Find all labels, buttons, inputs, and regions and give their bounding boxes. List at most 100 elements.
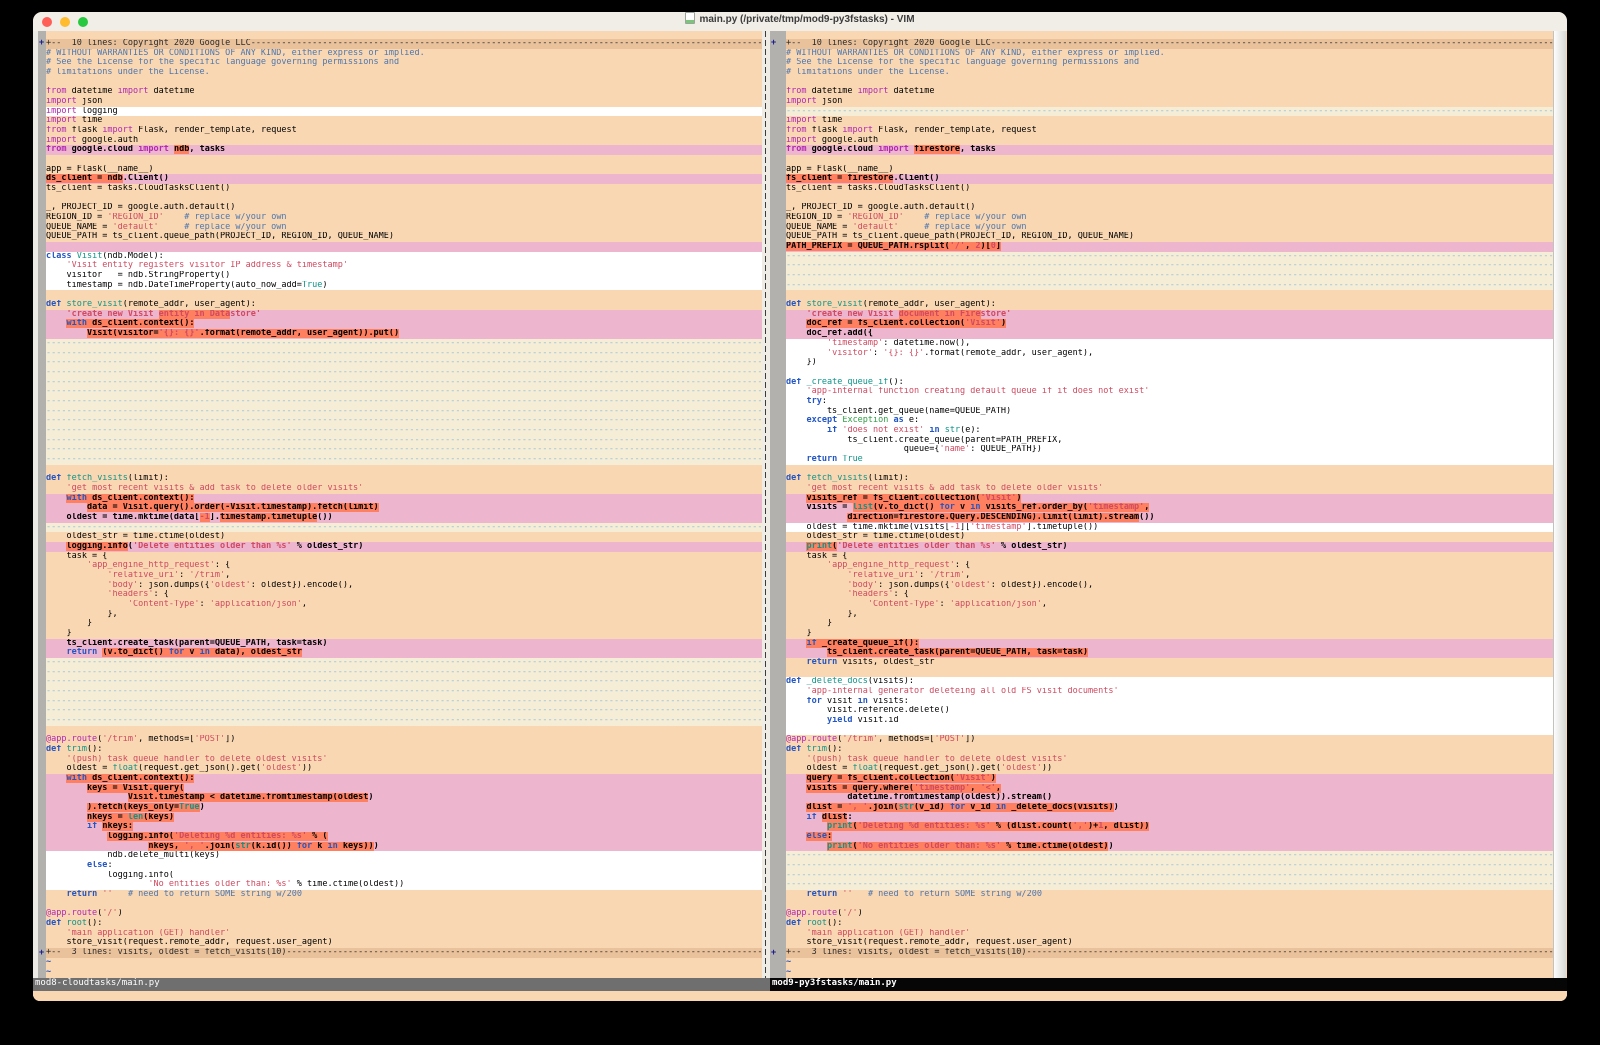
code-line: # limitations under the License. — [46, 68, 210, 78]
code-line: @app.route('/trim', methods=['POST']) — [46, 735, 236, 745]
code-line: } — [786, 628, 812, 638]
code-line: @app.route('/') — [786, 909, 863, 919]
code-line: def fetch_visits(limit): — [46, 474, 169, 484]
code-line: # limitations under the License. — [786, 68, 950, 78]
code-line: print('Deleting %d entities: %s' % (dlis… — [786, 822, 1553, 833]
pane-left-mod8[interactable]: +-- 10 lines: Copyright 2020 Google LLC-… — [46, 39, 762, 977]
code-line: return visits, oldest_str — [806, 658, 935, 667]
code-line: 'create new Visit document in Firestore' — [786, 309, 1553, 320]
code-line — [786, 78, 1553, 88]
code-line: REGION_ID = 'REGION_ID' # replace w/your… — [786, 213, 1027, 223]
code-line — [786, 290, 1553, 300]
code-line: except Exception as e: — [786, 416, 1553, 426]
code-line: def trim(): — [46, 745, 103, 755]
code-line: try: — [786, 396, 1553, 407]
vertical-split-separator[interactable] — [762, 31, 770, 978]
code-line: 'relative_uri': '/trim', — [847, 570, 971, 580]
code-line: import time — [46, 116, 103, 126]
code-line: direction=firestore.Query.DESCENDING).li… — [786, 512, 1553, 523]
code-line — [46, 900, 762, 910]
fold-marker-icon[interactable]: + — [39, 947, 45, 958]
code-line — [46, 155, 762, 165]
code-line: if _create_queue_if(): — [786, 638, 1553, 649]
diff-filler-line: ----------------------------------------… — [786, 271, 1553, 281]
diff-filler-line: ----------------------------------------… — [786, 251, 1553, 262]
code-line — [786, 900, 1553, 910]
code-line: @app.route('/') — [46, 909, 123, 919]
code-line: REGION_ID = 'REGION_ID' # replace w/your… — [46, 213, 287, 223]
code-line: visits = list(v.to_dict() for v in visit… — [786, 503, 1553, 513]
diff-filler-line: ----------------------------------------… — [46, 677, 762, 688]
code-line: def fetch_visits(limit): — [786, 474, 909, 484]
code-line: oldest_str = time.ctime(oldest) — [786, 532, 966, 542]
titlebar[interactable]: main.py (/private/tmp/mod9-py3fstasks) -… — [33, 12, 1567, 32]
code-line: QUEUE_PATH = ts_client.queue_path(PROJEC… — [786, 232, 1134, 242]
code-line: datetime.fromtimestamp(oldest)).stream() — [786, 793, 1553, 804]
code-line: ).fetch(keys_only=True) — [46, 803, 762, 813]
code-line — [786, 367, 1553, 378]
code-line: from google.cloud import firestore, task… — [786, 145, 1553, 156]
diff-filler-line: ----------------------------------------… — [46, 445, 762, 455]
command-line[interactable] — [33, 991, 1567, 1001]
code-line: 'relative_uri': '/trim', — [107, 570, 231, 580]
diff-filler-line: ----------------------------------------… — [46, 416, 762, 426]
left-scrollbar[interactable] — [33, 31, 38, 978]
code-line — [786, 194, 1553, 204]
code-line: 'app-internal generator deleteing all ol… — [786, 687, 1553, 697]
code-line: def _create_queue_if(): — [786, 377, 1553, 388]
code-line: def store_visit(remote_addr, user_agent)… — [786, 300, 996, 310]
code-line: store_visit(request.remote_addr, request… — [46, 938, 333, 948]
code-line: 'headers': { — [107, 590, 169, 600]
code-line: ts_client = tasks.CloudTasksClient() — [786, 184, 971, 194]
diff-filler-line: ----------------------------------------… — [786, 261, 1553, 272]
split-line — [765, 31, 766, 978]
fold-marker-icon[interactable]: + — [39, 38, 45, 48]
right-scrollbar[interactable] — [1553, 31, 1566, 978]
code-line: logging.info('Delete entities older than… — [46, 541, 762, 552]
code-line: if 'does not exist' in str(e): — [786, 425, 1553, 436]
code-line: app = Flask(__name__) — [46, 164, 154, 174]
code-line: visits = query.where('timestamp', '<', — [786, 783, 1553, 794]
code-line: '(push) task queue handler to delete old… — [806, 754, 1068, 764]
code-line: 'create new Visit entity in Datastore' — [46, 309, 762, 320]
fold-line: +-- 3 lines: visits, oldest = fetch_visi… — [46, 948, 762, 958]
code-line: QUEUE_PATH = ts_client.queue_path(PROJEC… — [46, 232, 394, 242]
diff-filler-line: ----------------------------------------… — [46, 435, 762, 446]
code-line: # WITHOUT WARRANTIES OR CONDITIONS OF AN… — [786, 48, 1165, 58]
diff-filler-line: ----------------------------------------… — [46, 396, 762, 407]
code-line: visit.reference.delete() — [786, 706, 1553, 717]
code-line — [46, 242, 762, 252]
code-line: QUEUE_NAME = 'default' # replace w/your … — [46, 222, 287, 232]
code-line: fs_client = firestore.Client() — [786, 174, 1553, 185]
code-line: print('No entities older than: %s' % tim… — [786, 841, 1553, 852]
document-icon — [685, 12, 696, 24]
code-line: return (v.to_dict() for v in data), olde… — [46, 648, 762, 658]
code-line: task = { — [786, 551, 848, 561]
diff-filler-line: ----------------------------------------… — [46, 358, 762, 368]
code-line: task = { — [46, 551, 108, 561]
code-line: 'get most recent visits & add task to de… — [66, 483, 364, 493]
close-button[interactable] — [42, 16, 52, 27]
code-line: ts_client = tasks.CloudTasksClient() — [46, 184, 231, 194]
code-line: import json — [786, 97, 843, 107]
diff-filler-line: ----------------------------------------… — [46, 706, 762, 717]
code-line: store_visit(request.remote_addr, request… — [786, 938, 1073, 948]
zoom-button[interactable] — [78, 16, 88, 27]
code-line: def root(): — [786, 919, 843, 929]
fold-marker-icon[interactable]: + — [771, 38, 777, 48]
code-line: oldest = float(request.get_json().get('o… — [786, 764, 1053, 774]
diff-filler-line: ----------------------------------------… — [46, 348, 762, 359]
left-fold-column[interactable]: + + — [38, 31, 46, 978]
code-line: ndb.delete_multi(keys) — [46, 851, 762, 862]
pane-right-mod9[interactable]: +-- 10 lines: Copyright 2020 Google LLC-… — [786, 39, 1553, 977]
code-line: from flask import Flask, render_template… — [46, 126, 297, 136]
right-fold-column[interactable]: + + — [770, 31, 786, 978]
code-line: import time — [786, 116, 843, 126]
code-line: for visit in visits: — [786, 696, 1553, 707]
fold-marker-icon[interactable]: + — [771, 947, 777, 958]
window-title: main.py (/private/tmp/mod9-py3fstasks) -… — [33, 12, 1567, 31]
code-line: def root(): — [46, 919, 103, 929]
code-line: class Visit(ndb.Model): — [46, 251, 762, 262]
minimize-button[interactable] — [60, 16, 70, 27]
code-line: return True — [786, 454, 1553, 465]
